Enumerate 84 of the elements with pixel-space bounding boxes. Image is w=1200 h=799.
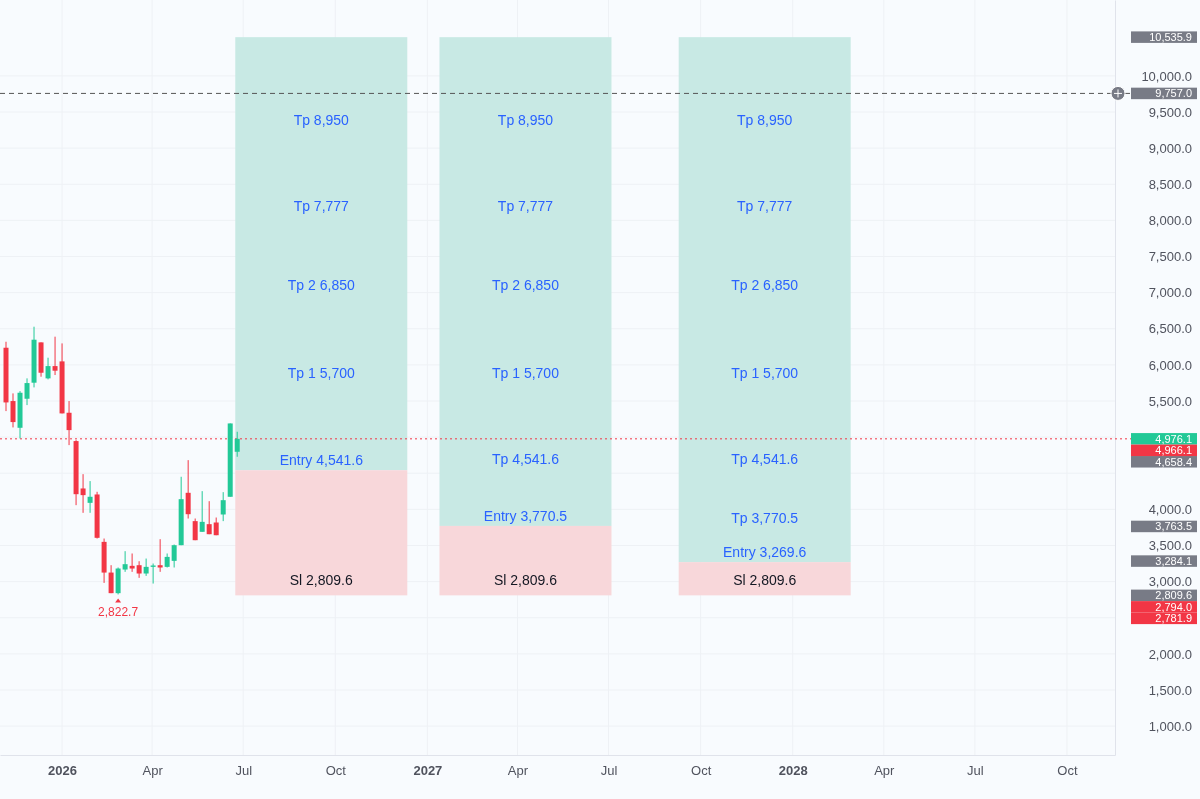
candlestick [220,491,226,522]
candlestick [143,558,149,577]
x-tick-label: Apr [874,762,896,778]
y2-tick-label: 4,658.4 [1155,455,1192,468]
bar [678,37,851,563]
text: 4,966.1 [1155,444,1192,457]
x-tick-label: 2027 [413,762,443,778]
candlestick [87,480,93,514]
x-tick-label: Apr [507,762,529,778]
text: 2,781.9 [1155,612,1192,625]
y2-tick-label: 3,284.1 [1155,555,1192,568]
candlestick [157,538,163,573]
annotation: Tp 3,770.5 [731,510,799,526]
annotation: Tp 2 6,850 [492,277,560,293]
candlestick [10,392,16,428]
y-tick-label: 1,500.0 [1148,682,1192,698]
annotation: Tp 4,541.6 [492,451,560,467]
annotation: Tp 8,950 [293,112,350,128]
y-tick-label: 6,500.0 [1148,321,1192,337]
y-tick-label: 4,000.0 [1148,502,1192,518]
bar [439,525,612,596]
candlestick [52,336,58,376]
candlestick [24,377,30,406]
x-tick-label: 2028 [778,762,808,778]
y-tick-label: 3,000.0 [1148,574,1192,590]
y-tick-label: 5,500.0 [1148,393,1192,409]
annotation: Tp 4,541.6 [731,451,799,467]
candlestick [45,357,51,380]
y-tick-label: 2,000.0 [1148,646,1192,662]
candlestick [122,550,128,573]
annotation: Sl 2,809.6 [493,572,558,589]
annotation: Tp 1 5,700 [287,365,355,381]
annotation: Entry 3,269.6 [723,544,807,561]
y-tick-label: 7,500.0 [1148,249,1192,265]
candlestick [185,459,191,520]
y-tick-label: 7,000.0 [1148,285,1192,301]
bar [235,470,408,596]
y-tick-label: 10,000.0 [1141,68,1192,84]
annotation: Tp 2 6,850 [287,277,355,293]
annotation: Tp 8,950 [497,112,554,128]
x-tick-label: Oct [691,762,712,778]
y-tick-label: 8,000.0 [1148,213,1192,229]
x-tick-label: Jul [967,762,984,778]
annotation: Sl 2,809.6 [733,572,797,589]
y2-tick-label: 10,535.9 [1149,31,1192,44]
annotation: Sl 2,809.6 [289,572,354,589]
x-tick-label: Apr [142,762,164,778]
annotation: Tp 8,950 [737,112,793,128]
y-tick-label: 8,500.0 [1148,176,1192,192]
annotation: Tp 2 6,850 [731,277,799,293]
ref-line-label: 4,976.1 [1155,432,1192,445]
candlestick [206,500,212,535]
ref-line-label: 9,757.0 [1155,87,1192,100]
y-tick-label: 1,000.0 [1148,718,1192,734]
x-tick-label: Oct [1057,762,1078,778]
x-tick-label: Jul [235,762,253,778]
y-tick-label: 3,500.0 [1148,538,1192,554]
candlestick [199,490,205,533]
candlestick [129,553,135,573]
annotation: Tp 7,777 [737,198,793,214]
annotation: Entry 4,541.6 [279,452,364,469]
candlestick [80,473,86,514]
annotation: Tp 7,777 [497,198,554,214]
candlestick [108,564,114,594]
y2-tick-label: 2,809.6 [1155,589,1192,602]
bar [235,37,408,471]
annotation: Tp 7,777 [293,198,350,214]
annotation: 2,822.7 [98,605,139,620]
candlestick [150,563,156,585]
bar [678,562,851,596]
bar [439,37,612,526]
y-tick-label: 9,000.0 [1148,140,1192,156]
x-tick-label: 2026 [48,762,78,778]
annotation: Tp 1 5,700 [492,365,560,381]
y-tick-label: 9,500.0 [1148,104,1192,120]
x-tick-label: Jul [600,762,618,778]
annotation: Tp 1 5,700 [731,365,799,381]
candlestick [136,560,142,579]
candlestick [234,431,240,458]
annotation: Entry 3,770.5 [483,507,568,524]
x-tick-label: Oct [325,762,347,778]
y-tick-label: 6,000.0 [1148,357,1192,373]
text: 2,794.0 [1155,600,1192,613]
y2-tick-label: 3,763.5 [1155,520,1192,533]
